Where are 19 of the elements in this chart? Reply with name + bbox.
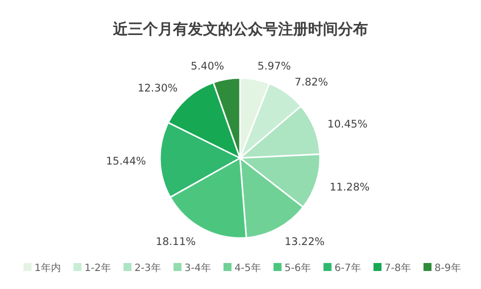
data-label: 11.28% (330, 181, 370, 194)
chart-title: 近三个月有发文的公众号注册时间分布 (112, 20, 368, 38)
data-label: 7.82% (294, 76, 328, 89)
legend-label: 3-4年 (184, 262, 211, 274)
data-label: 18.11% (156, 236, 196, 248)
legend-label: 6-7年 (334, 262, 361, 274)
legend-label: 8-9年 (434, 262, 461, 274)
data-label: 15.44% (106, 155, 146, 168)
data-label: 5.40% (190, 60, 224, 72)
data-label: 5.97% (258, 60, 291, 73)
data-label: 10.45% (327, 118, 368, 130)
data-label: 13.22% (284, 236, 325, 248)
legend-label: 5-6年 (284, 262, 311, 274)
legend-label: 2-3年 (134, 262, 161, 274)
legend-label: 1-2年 (84, 262, 111, 274)
legend-label: 7-8年 (384, 262, 411, 274)
legend-label: 1年内 (34, 262, 61, 274)
data-label: 12.30% (138, 82, 178, 95)
legend-label: 4-5年 (234, 262, 261, 274)
